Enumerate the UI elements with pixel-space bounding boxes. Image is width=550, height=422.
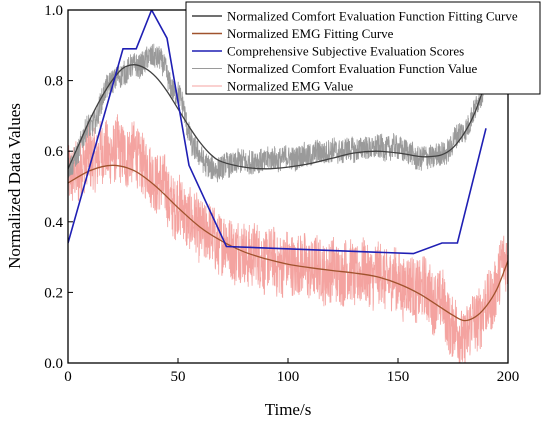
- x-axis-title: Time/s: [265, 400, 312, 419]
- series-layer: [68, 10, 508, 363]
- series-comprehensive-subjective-evaluation-scores: [68, 10, 487, 255]
- y-tick-label: 1.0: [44, 3, 63, 19]
- y-tick-label: 0.2: [44, 285, 63, 301]
- legend-box: [185, 1, 541, 95]
- legend: Normalized Comfort Evaluation Function F…: [185, 1, 541, 95]
- y-tick-label: 0.0: [44, 356, 63, 372]
- x-tick-label: 0: [64, 369, 72, 385]
- legend-label: Normalized EMG Value: [227, 79, 353, 94]
- legend-label: Normalized Comfort Evaluation Function F…: [227, 9, 518, 24]
- y-tick-label: 0.4: [44, 215, 63, 231]
- y-axis: 0.0 0.2 0.4 0.6 0.8 1.0: [44, 3, 73, 372]
- x-tick-label: 200: [497, 369, 520, 385]
- x-tick-label: 150: [387, 369, 410, 385]
- y-axis-title: Normalized Data Values: [5, 103, 24, 269]
- x-tick-label: 50: [171, 369, 186, 385]
- series-normalized-emg-value: [68, 114, 508, 363]
- legend-label: Normalized Comfort Evaluation Function V…: [227, 61, 478, 76]
- y-tick-label: 0.6: [44, 144, 63, 160]
- legend-label: Normalized EMG Fitting Curve: [227, 26, 394, 41]
- y-tick-label: 0.8: [44, 74, 63, 90]
- x-tick-label: 100: [277, 369, 300, 385]
- series-normalized-comfort-evaluation-function-fitting-curve: [68, 64, 487, 170]
- legend-label: Comprehensive Subjective Evaluation Scor…: [227, 44, 464, 59]
- series-normalized-emg-fitting-curve: [68, 164, 508, 322]
- x-axis: 0 50 100 150 200: [64, 358, 519, 385]
